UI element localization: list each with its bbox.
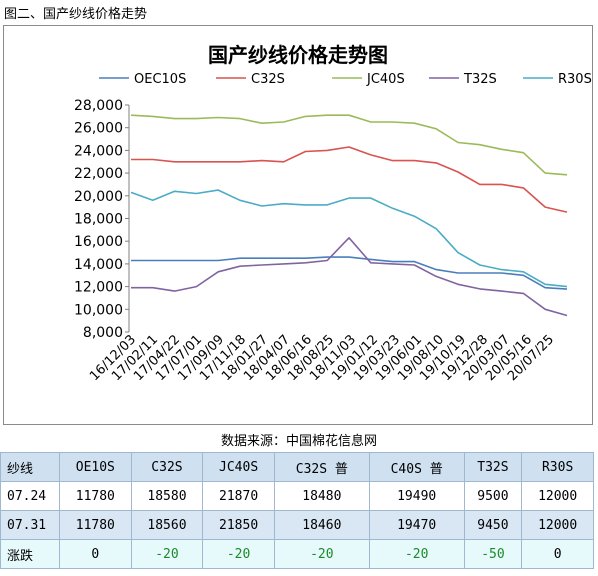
y-tick-label: 8,000 (83, 325, 123, 341)
series-line-jc40s (130, 114, 568, 176)
table-cell: 18480 (273, 481, 370, 511)
y-tick-label: 24,000 (74, 143, 123, 159)
table-cell: -20 (130, 539, 204, 569)
y-tick-label: 14,000 (74, 257, 123, 273)
table-cell: 11780 (59, 481, 132, 511)
table-cell: -20 (368, 539, 465, 569)
table-cell: -50 (463, 539, 523, 569)
table-header-cell: C32S (130, 452, 204, 482)
legend-label: C32S (251, 72, 285, 87)
table-header-cell: T32S (463, 452, 523, 482)
y-tick-label: 12,000 (74, 280, 123, 296)
legend-label: R30S (558, 72, 592, 87)
table-cell: 0 (59, 539, 132, 569)
series-line-c32s (131, 146, 568, 213)
table-cell: 18560 (130, 510, 204, 540)
table-cell: 18580 (130, 481, 204, 511)
table-cell: 21870 (202, 481, 275, 511)
table-cell: -20 (273, 539, 370, 569)
table-cell: 21850 (202, 510, 275, 540)
y-tick-label: 20,000 (74, 189, 123, 205)
table-cell: 19490 (368, 481, 465, 511)
table-cell: 11780 (59, 510, 132, 540)
table-cell: 12000 (521, 481, 594, 511)
y-tick-label: 10,000 (74, 302, 123, 318)
y-tick-label: 18,000 (74, 212, 123, 228)
table-row: 07.31 11780 18560 21850 18460 19470 9450… (0, 510, 594, 540)
chart-title: 国产纱线价格走势图 (208, 43, 388, 67)
table-cell: 涨跌 (0, 539, 60, 569)
price-table: 纱线 OE10S C32S JC40S C32S 普 C40S 普 T32S R… (0, 452, 594, 569)
table-header-cell: JC40S (202, 452, 275, 482)
legend-label: T32S (463, 72, 497, 87)
table-header-cell: R30S (521, 452, 594, 482)
legend-label: JC40S (366, 72, 405, 87)
table-cell: 0 (521, 539, 594, 569)
table-header-cell: OE10S (59, 452, 132, 482)
chart-frame: 国产纱线价格走势图 OEC10S C32S JC40S T32S R30S 8,000 10,… (3, 25, 593, 425)
table-cell: -20 (202, 539, 275, 569)
series-line-oec10s (131, 256, 568, 290)
page-title: 图二、国产纱线价格走势 (4, 7, 148, 22)
table-cell: 9500 (463, 481, 523, 511)
table-cell: 12000 (521, 510, 594, 540)
table-header-cell: C32S 普 (273, 452, 370, 482)
table-cell: 07.24 (0, 481, 60, 511)
table-row: 07.24 11780 18580 21870 18480 19490 9500… (0, 481, 594, 511)
table-cell: 9450 (463, 510, 523, 540)
table-header-cell: 纱线 (0, 452, 60, 482)
legend-label: OEC10S (134, 72, 186, 87)
price-trend-chart: 国产纱线价格走势图 OEC10S C32S JC40S T32S R30S 8,000 10,… (74, 43, 592, 384)
table-cell: 19470 (368, 510, 465, 540)
table-header-cell: C40S 普 (368, 452, 465, 482)
y-tick-label: 28,000 (74, 98, 123, 114)
series-line-t32s (131, 237, 568, 317)
table-cell: 07.31 (0, 510, 60, 540)
y-tick-label: 26,000 (74, 121, 123, 137)
y-tick-label: 22,000 (74, 166, 123, 182)
table-cell: 18460 (273, 510, 370, 540)
table-header-row: 纱线 OE10S C32S JC40S C32S 普 C40S 普 T32S R… (0, 452, 594, 482)
y-tick-label: 16,000 (74, 234, 123, 250)
table-row: 涨跌 0 -20 -20 -20 -20 -50 0 (0, 539, 594, 569)
data-source: 数据来源：中国棉花信息网 (220, 434, 377, 449)
series-line-r30s (130, 189, 568, 288)
